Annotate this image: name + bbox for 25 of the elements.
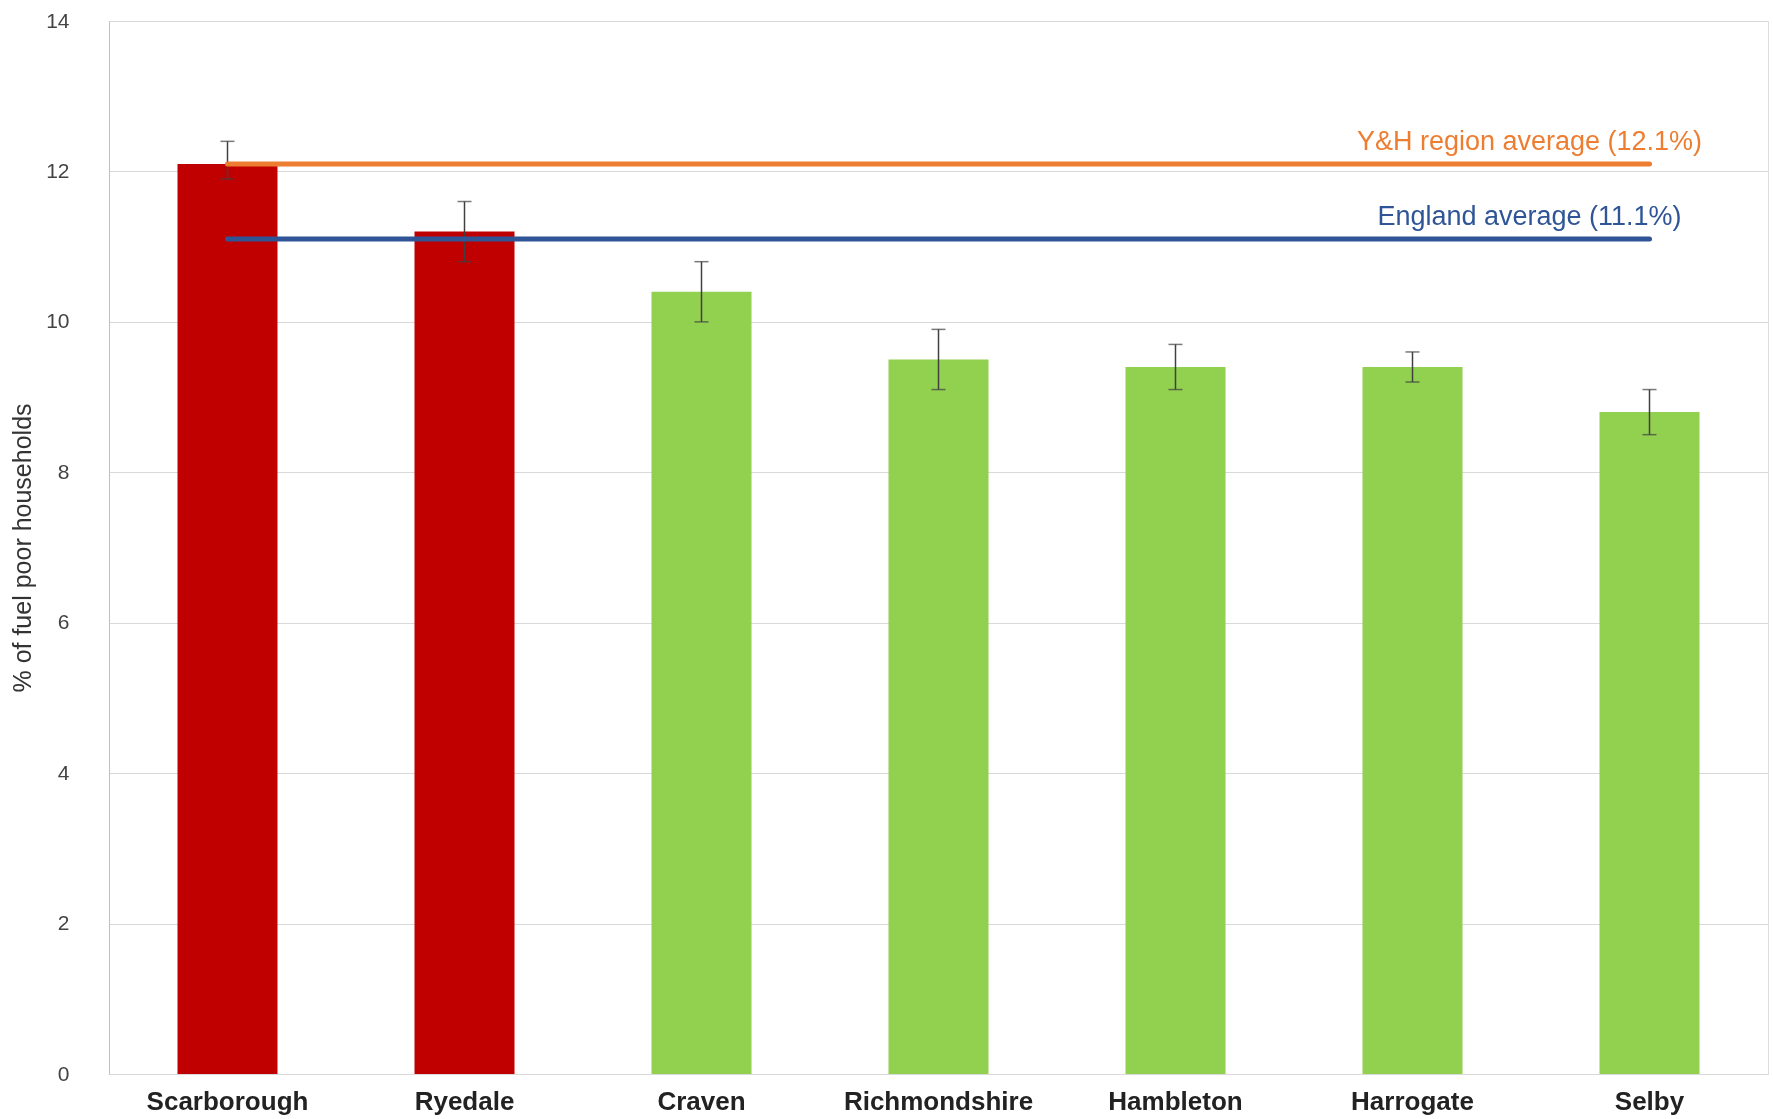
bar (177, 163, 278, 1074)
y-tick-label: 0 (57, 1061, 70, 1085)
y-tick-label: 6 (57, 610, 70, 634)
y-tick-label: 12 (46, 158, 70, 182)
bar (651, 291, 752, 1074)
bar (1362, 366, 1463, 1074)
y-axis-title: % of fuel poor households (8, 403, 37, 693)
y-tick-label: 10 (46, 309, 70, 333)
ref-line-label: England average (11.1%) (1377, 201, 1682, 232)
bar (1125, 366, 1226, 1074)
x-tick-label: Hambleton (1108, 1085, 1243, 1116)
bar (414, 231, 515, 1074)
ref-line-label: Y&H region average (12.1%) (1356, 125, 1703, 156)
x-tick-label: Ryedale (414, 1085, 515, 1116)
y-tick-label: 2 (57, 911, 70, 935)
x-tick-label: Craven (657, 1085, 746, 1116)
y-tick-label: 8 (57, 459, 70, 483)
x-tick-label: Selby (1614, 1085, 1685, 1116)
bar (1599, 412, 1700, 1074)
bar (888, 359, 989, 1074)
x-tick-label: Scarborough (146, 1085, 309, 1116)
y-tick-label: 4 (57, 760, 70, 784)
x-tick-label: Richmondshire (843, 1085, 1034, 1116)
y-tick-label: 14 (46, 8, 70, 32)
x-tick-label: Harrogate (1351, 1085, 1474, 1116)
